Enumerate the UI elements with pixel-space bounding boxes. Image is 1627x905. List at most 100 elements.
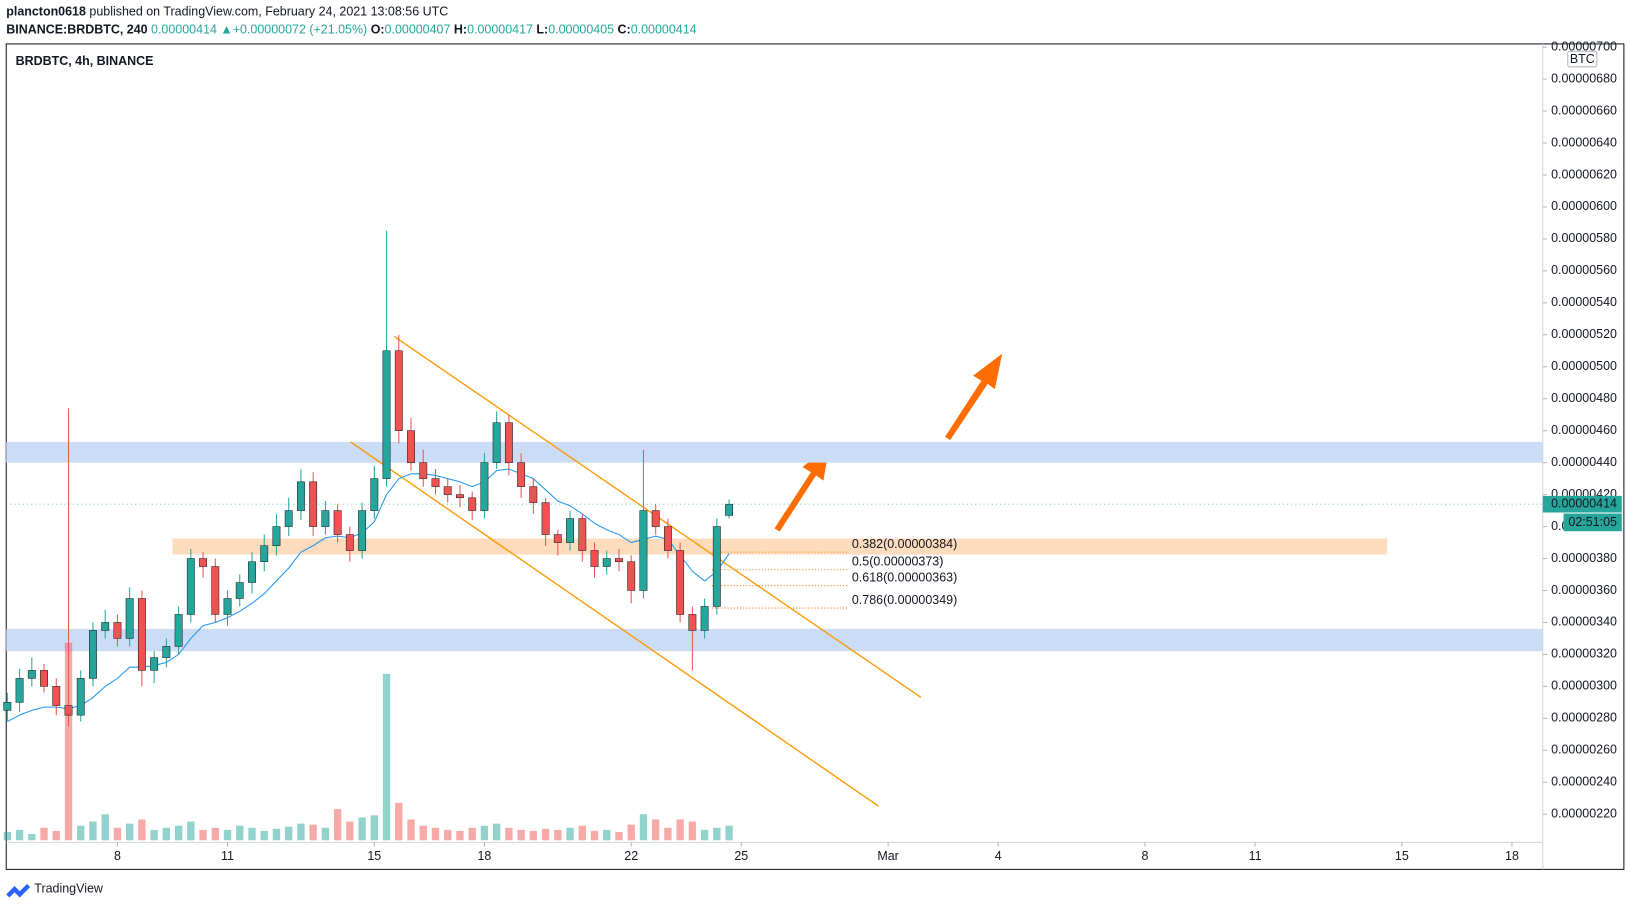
volume-bar [28, 834, 36, 841]
candle-body [615, 558, 623, 562]
c-label: C: [618, 23, 631, 37]
unit-box [1567, 50, 1598, 68]
volume-bar [382, 673, 391, 841]
candle-body [284, 510, 293, 527]
x-tick-label: 8 [1142, 849, 1149, 863]
volume-bar [639, 814, 648, 841]
volume-bar [627, 824, 635, 841]
candle-body [174, 614, 183, 647]
candle-body [504, 422, 513, 463]
candle-body [272, 526, 281, 547]
candle-body [370, 478, 379, 511]
candle-body [419, 462, 428, 479]
volume-bar [40, 827, 48, 841]
volume-bar [358, 817, 366, 841]
o-label: O: [371, 23, 385, 37]
candle-body [431, 478, 440, 487]
volume-bar [492, 823, 501, 841]
volume-bar [688, 821, 697, 841]
volume-bar [456, 830, 464, 841]
y-tick-label: 0.00000440 [1551, 455, 1617, 469]
x-tick-label: 4 [995, 849, 1002, 863]
volume-bar [590, 830, 599, 841]
logo: TradingView [6, 881, 104, 898]
candle-body [76, 678, 85, 716]
volume-bar [3, 831, 12, 841]
volume-bar [578, 825, 586, 841]
volume-bar [77, 825, 85, 841]
h: 0.00000417 [467, 23, 533, 37]
x-tick-label: 25 [734, 849, 748, 863]
l-label: L: [536, 23, 548, 37]
candle-body [578, 518, 587, 551]
volume-bar [664, 827, 672, 841]
y-tick-label: 0.00000600 [1551, 199, 1617, 213]
x-tick-label: 15 [1395, 849, 1409, 863]
fib-label: 0.618(0.00000363) [852, 571, 957, 585]
y-tick-label: 0.00000640 [1551, 135, 1617, 149]
volume-bar [211, 827, 219, 841]
y-tick-label: 0.00000240 [1551, 775, 1617, 789]
y-tick-label: 0.00000660 [1551, 103, 1617, 117]
y-tick-label: 0.00000280 [1551, 711, 1617, 725]
y-tick-label: 0.00000340 [1551, 615, 1617, 629]
x-tick-label: 18 [1505, 849, 1519, 863]
x-tick-label: Mar [877, 849, 898, 863]
y-tick-label: 0.00000320 [1551, 647, 1617, 661]
candle-body [15, 678, 24, 703]
volume-bar [676, 819, 684, 841]
candle-body [541, 502, 550, 535]
volume-bar [395, 802, 403, 841]
y-tick-label: 0.00000540 [1551, 295, 1617, 309]
fib-label: 0.382(0.00000384) [852, 537, 957, 551]
volume-bar [174, 825, 183, 841]
candle-body [676, 550, 685, 615]
candle-body [260, 545, 269, 562]
ema-line [7, 468, 730, 722]
y-tick-label: 0.00000360 [1551, 583, 1617, 597]
candle-body [27, 670, 36, 679]
volume-bar [113, 827, 122, 841]
candle-body [64, 705, 73, 716]
volume-bar [529, 830, 537, 841]
y-tick-label: 0.00000380 [1551, 551, 1617, 565]
candle-body [700, 606, 709, 631]
volume-bar [150, 829, 158, 841]
candle-body [602, 558, 611, 567]
symbol: BINANCE:BRDBTC, 240 [6, 23, 147, 37]
volume-bar [468, 827, 476, 841]
candle-body [150, 657, 159, 671]
candle-body [3, 702, 12, 711]
volume-bar [138, 819, 146, 841]
price-tag [1542, 495, 1622, 513]
candle-body [590, 550, 599, 567]
y-tick-label: 0.00000300 [1551, 679, 1617, 693]
candle-body [639, 510, 648, 591]
volume-bar [517, 829, 525, 841]
candle-body [186, 558, 195, 615]
c: 0.00000414 [631, 23, 697, 37]
candle-body [492, 422, 501, 463]
fib-label: 0.786(0.00000349) [852, 593, 957, 607]
candle-body [407, 430, 415, 463]
candle-body [309, 481, 318, 527]
volume-bar [554, 829, 562, 841]
candle-body [113, 622, 122, 639]
h-label: H: [454, 23, 467, 37]
volume-bar [187, 821, 195, 841]
candle-body [296, 481, 305, 511]
volume-bar [566, 827, 574, 841]
arrow: ▲ [220, 23, 232, 37]
candle-body [89, 630, 97, 679]
volume-bar [52, 830, 60, 841]
volume-bar [700, 829, 709, 841]
countdown-label: 02:51:05 [1568, 515, 1617, 529]
zone [6, 441, 1543, 463]
x-tick-label: 18 [477, 849, 491, 863]
volume-bar [101, 814, 109, 841]
fib-label: 0.5(0.00000373) [852, 555, 944, 569]
zone [172, 538, 1388, 555]
candle-body [517, 462, 526, 487]
